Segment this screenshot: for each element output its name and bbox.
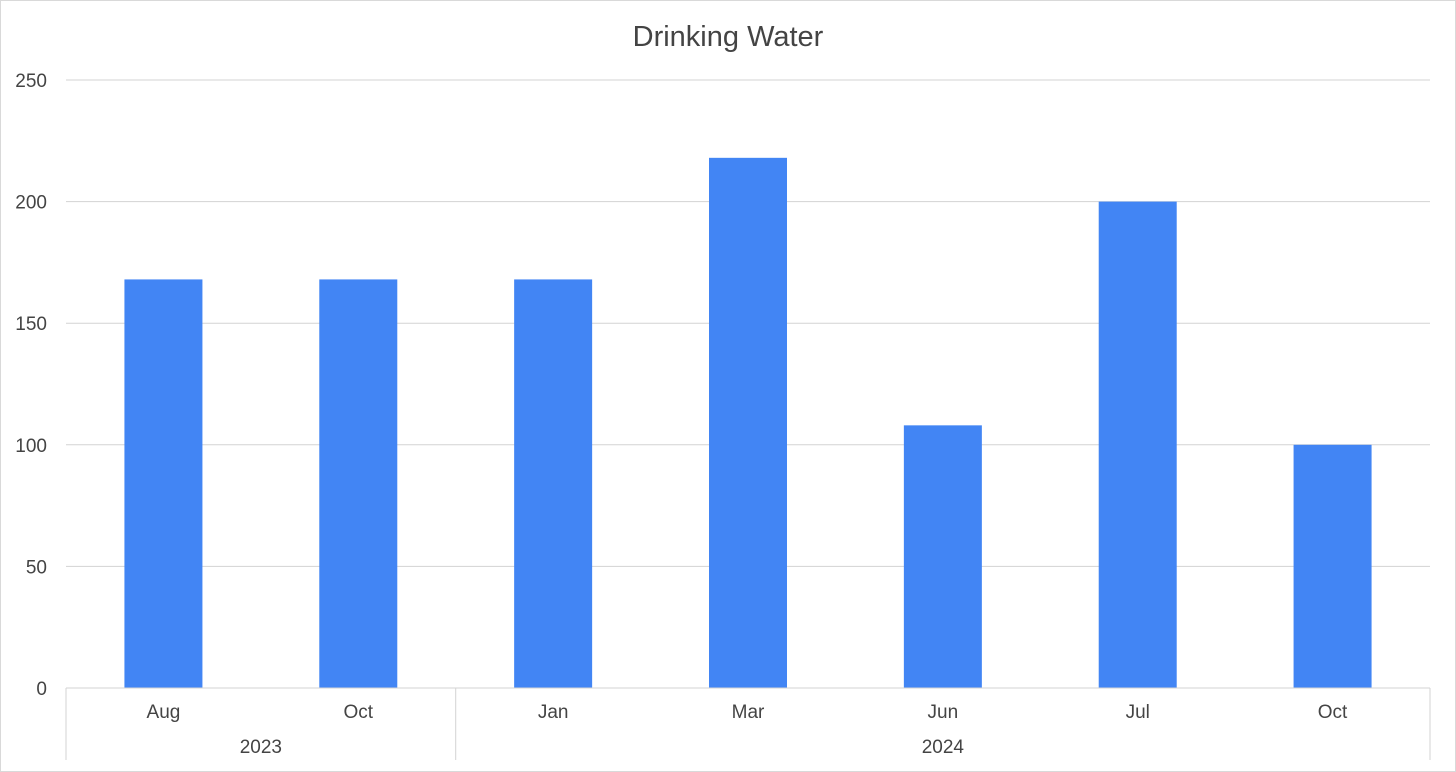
x-tick-label: Jul xyxy=(1126,702,1150,723)
bar-jun-4 xyxy=(903,425,982,688)
bar-jan-2 xyxy=(514,279,593,688)
chart-title: Drinking Water xyxy=(633,21,824,53)
x-tick-label: Oct xyxy=(1318,702,1348,723)
bar-oct-1 xyxy=(319,279,398,688)
y-tick-label: 50 xyxy=(26,557,47,578)
y-axis-ticks: 0 50 100 150 200 250 xyxy=(15,71,47,700)
bars xyxy=(124,157,1372,689)
y-tick-label: 250 xyxy=(15,71,47,92)
bar-oct-6 xyxy=(1293,444,1372,688)
x-tick-label: Mar xyxy=(732,702,765,723)
x-tick-label: Jan xyxy=(538,702,569,723)
bar-jul-5 xyxy=(1098,201,1177,688)
x-group-label: 2024 xyxy=(922,737,965,758)
x-tick-label: Aug xyxy=(147,702,181,723)
y-tick-label: 100 xyxy=(15,436,47,457)
x-tick-label: Oct xyxy=(344,702,374,723)
y-tick-label: 0 xyxy=(36,679,47,700)
y-tick-label: 200 xyxy=(15,193,47,214)
x-tick-label: Jun xyxy=(928,702,959,723)
bar-mar-3 xyxy=(709,157,787,689)
x-axis: Aug Oct Jan Mar Jun Jul Oct 2023 2024 xyxy=(65,687,1431,760)
bar-aug-0 xyxy=(124,279,203,688)
x-group-label: 2023 xyxy=(240,737,282,758)
y-tick-label: 150 xyxy=(15,314,47,335)
